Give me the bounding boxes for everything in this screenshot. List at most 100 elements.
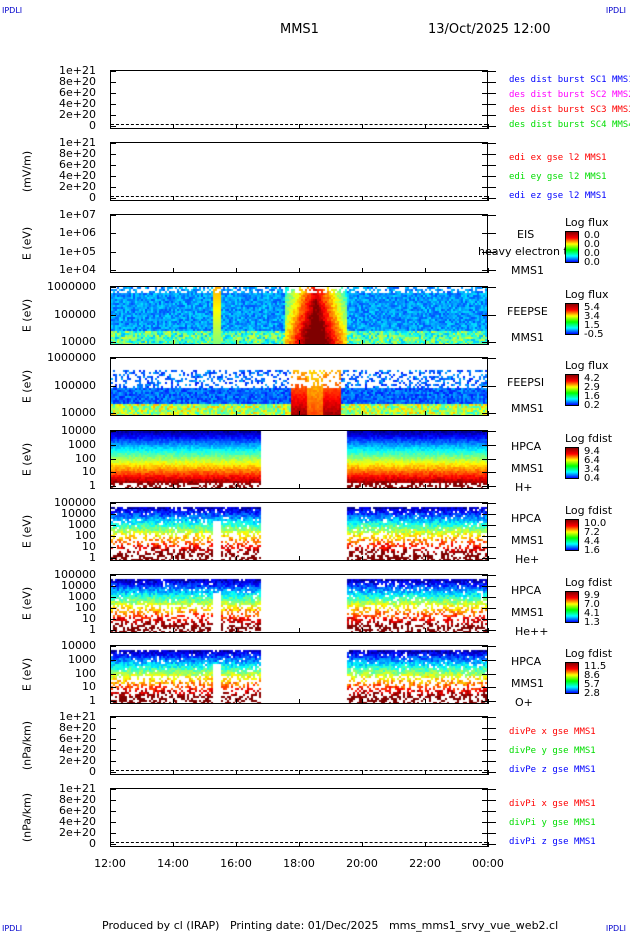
legend-entry: des dist burst SC4 MMS4 [509, 120, 630, 130]
y-tick-mark [110, 558, 116, 559]
y-axis-label: (nPa/km) [20, 792, 34, 842]
y-tick-label: 4e+20 [59, 815, 96, 828]
y-tick-mark [110, 93, 116, 94]
legend-entry: edi ex gse l2 MMS1 [509, 153, 607, 163]
y-tick-mark [482, 701, 496, 702]
colorbar-value: 3.4 [584, 464, 600, 475]
x-tick-mark [173, 196, 174, 201]
x-tick-mark [488, 196, 489, 201]
x-tick-mark [488, 628, 489, 633]
x-tick-mark [488, 699, 489, 704]
y-tick-label: 10000 [61, 406, 96, 419]
colorbar-value: 4.2 [584, 373, 600, 384]
y-tick-label: 1e+06 [59, 226, 96, 240]
y-tick-mark [110, 287, 116, 288]
x-tick-mark [236, 484, 237, 489]
y-tick-mark [110, 717, 116, 718]
x-tick-mark [488, 484, 489, 489]
y-tick-label: 1 [89, 551, 96, 564]
legend-entry: des dist burst SC1 MMS1 [509, 75, 630, 85]
y-tick-mark [110, 659, 116, 661]
y-tick-mark [110, 701, 116, 702]
x-tick-mark [425, 484, 426, 489]
x-tick-mark [362, 124, 363, 129]
y-tick-label: 1000 [68, 652, 96, 666]
panel-10 [110, 716, 488, 775]
y-tick-label: 0 [89, 119, 96, 132]
instrument-label: FEEPSI [507, 376, 545, 389]
y-tick-mark [482, 739, 496, 740]
y-tick-label: 1000 [68, 518, 96, 531]
panel-11 [110, 788, 488, 847]
y-tick-mark [482, 486, 496, 487]
y-tick-mark [482, 772, 496, 773]
x-tick-label: 12:00 [94, 857, 126, 870]
spacecraft-label: MMS1 [511, 606, 544, 619]
y-tick-mark [482, 358, 496, 359]
y-tick-label: 4e+20 [59, 169, 96, 182]
y-tick-mark [482, 82, 496, 83]
spectrogram-heatmap [111, 431, 487, 488]
y-tick-label: 10 [82, 540, 96, 553]
legend-entry: des dist burst SC3 MMS3 [509, 105, 630, 115]
colorbar-value: 11.5 [584, 661, 607, 672]
y-tick-mark [110, 844, 116, 845]
x-tick-mark [425, 628, 426, 633]
y-tick-label: 6e+20 [59, 732, 96, 745]
colorbar-value: 0.0 [584, 230, 600, 241]
colorbar-title: Log fdist [565, 647, 613, 660]
colorbar-value: 5.4 [584, 302, 600, 313]
y-tick-mark [482, 536, 496, 537]
y-tick-mark [482, 597, 496, 598]
x-tick-mark [236, 268, 237, 273]
y-tick-mark [110, 143, 116, 144]
y-tick-label: 1000000 [47, 280, 96, 293]
y-tick-label: 10 [82, 612, 96, 625]
y-tick-label: 2e+20 [59, 754, 96, 767]
x-tick-mark [236, 556, 237, 561]
y-tick-mark [482, 251, 496, 253]
x-tick-mark [488, 842, 489, 847]
y-tick-mark [110, 630, 116, 631]
y-tick-label: 1 [89, 479, 96, 492]
x-tick-mark [173, 699, 174, 704]
y-tick-mark [110, 342, 116, 343]
colorbar-value: 1.5 [584, 320, 600, 331]
panel-8 [110, 574, 488, 633]
y-tick-mark [110, 385, 116, 387]
y-tick-label: 100000 [54, 568, 96, 581]
y-tick-mark [110, 358, 116, 359]
x-tick-mark [110, 124, 111, 129]
y-tick-mark [110, 739, 116, 740]
legend-entry: des dist burst SC2 MMS2 [509, 90, 630, 100]
y-axis-label: E (eV) [20, 514, 34, 548]
y-tick-label: 100 [75, 666, 96, 680]
y-tick-mark [110, 270, 116, 271]
corner-mark: IPDLI [2, 6, 23, 15]
panel-1 [110, 70, 488, 129]
colorbar-value: 4.4 [584, 536, 600, 547]
colorbar [565, 374, 579, 406]
x-tick-mark [488, 124, 489, 129]
x-tick-label: 00:00 [472, 857, 504, 870]
y-axis-label: (mV/m) [20, 150, 34, 192]
legend-entry: divPi z gse MMS1 [509, 837, 596, 847]
colorbar-value: 0.0 [584, 239, 600, 250]
spectrogram-heatmap [111, 575, 487, 632]
y-tick-label: 1e+07 [59, 208, 96, 221]
y-tick-mark [482, 586, 496, 587]
y-tick-mark [482, 761, 496, 762]
colorbar-value: 7.2 [584, 527, 600, 538]
y-tick-mark [482, 104, 496, 105]
x-tick-mark [173, 770, 174, 775]
y-tick-mark [482, 472, 496, 474]
y-tick-mark [110, 431, 116, 432]
y-tick-mark [110, 444, 116, 446]
y-tick-mark [482, 728, 496, 729]
colorbar-value: 8.6 [584, 670, 600, 681]
y-tick-label: 10 [82, 680, 96, 694]
y-tick-mark [482, 575, 496, 576]
y-tick-label: 8e+20 [59, 721, 96, 734]
y-tick-mark [482, 673, 496, 675]
spectrogram-heatmap [111, 287, 487, 344]
